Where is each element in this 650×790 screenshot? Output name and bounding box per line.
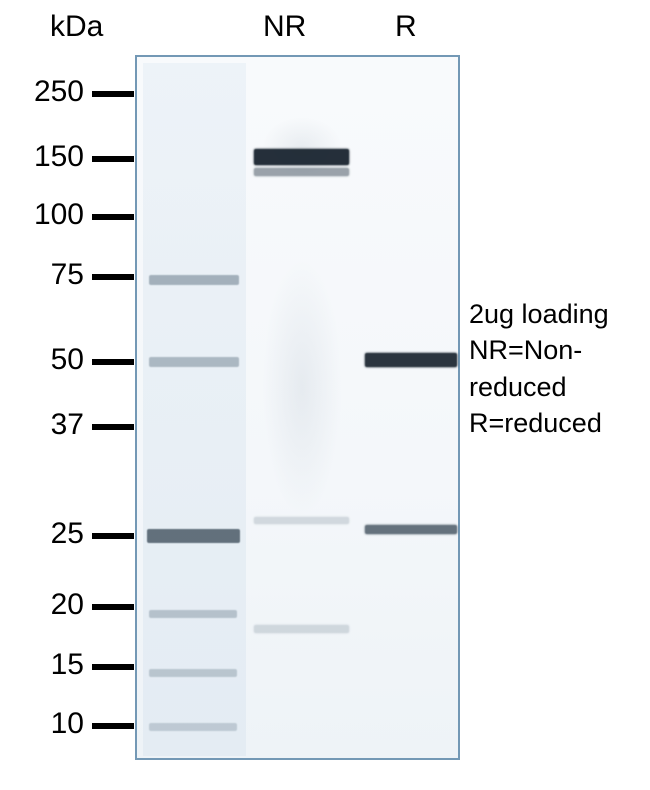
ladder-tick-50 <box>92 359 134 365</box>
sample-band-NR-3 <box>254 625 349 633</box>
legend-line: 2ug loading <box>469 296 609 332</box>
kda-header-label: kDa <box>50 10 103 44</box>
ladder-label-150: 150 <box>24 140 84 174</box>
ladder-tick-100 <box>92 214 134 220</box>
ladder-label-50: 50 <box>24 343 84 377</box>
ladder-band-4 <box>149 669 237 677</box>
sample-band-NR-0 <box>254 149 349 165</box>
legend-line: NR=Non- <box>469 332 609 368</box>
figure-root: kDa NR R 250 150 100 75 50 37 25 20 15 10 2ug loa… <box>0 0 650 790</box>
lane-header-nr: NR <box>263 10 306 44</box>
ladder-tick-10 <box>92 723 134 729</box>
ladder-label-10: 10 <box>24 707 84 741</box>
ladder-tick-25 <box>92 533 134 539</box>
ladder-tick-150 <box>92 156 134 162</box>
ladder-band-1 <box>149 357 239 367</box>
ladder-tick-20 <box>92 604 134 610</box>
ladder-tick-75 <box>92 274 134 280</box>
ladder-label-37: 37 <box>24 408 84 442</box>
ladder-label-20: 20 <box>24 588 84 622</box>
gel-membrane <box>135 55 460 760</box>
ladder-band-2 <box>147 529 240 543</box>
ladder-label-15: 15 <box>24 648 84 682</box>
sample-band-R-4 <box>365 353 457 367</box>
sample-band-R-5 <box>365 525 457 534</box>
ladder-tick-15 <box>92 664 134 670</box>
sample-band-NR-1 <box>254 168 349 176</box>
ladder-label-100: 100 <box>24 198 84 232</box>
lane-header-r: R <box>395 10 417 44</box>
legend-line: R=reduced <box>469 405 609 441</box>
legend-block: 2ug loadingNR=Non-reducedR=reduced <box>469 296 609 442</box>
ladder-band-3 <box>149 610 237 618</box>
ladder-label-25: 25 <box>24 517 84 551</box>
ladder-band-5 <box>149 723 237 731</box>
ladder-tick-37 <box>92 424 134 430</box>
lane-smear-1 <box>262 257 342 517</box>
ladder-tick-250 <box>92 91 134 97</box>
legend-line: reduced <box>469 369 609 405</box>
ladder-label-250: 250 <box>24 75 84 109</box>
ladder-label-75: 75 <box>24 258 84 292</box>
gel-ladder-lane-bg <box>143 63 246 756</box>
sample-band-NR-2 <box>254 517 349 524</box>
ladder-band-0 <box>149 275 239 285</box>
